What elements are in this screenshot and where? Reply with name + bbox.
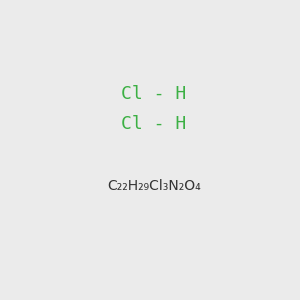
Text: Cl - H: Cl - H bbox=[121, 115, 186, 133]
Text: Cl - H: Cl - H bbox=[121, 85, 186, 103]
Text: C₂₂H₂₉Cl₃N₂O₄: C₂₂H₂₉Cl₃N₂O₄ bbox=[107, 179, 201, 193]
